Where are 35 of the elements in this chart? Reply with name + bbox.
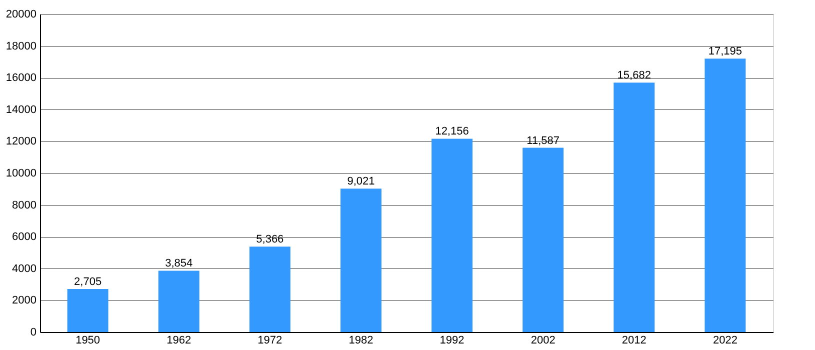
data-label: 9,021 [347,176,375,188]
bar [158,270,200,332]
data-label: 11,587 [526,134,560,147]
x-tick-label: 2022 [712,334,738,346]
data-label: 17,195 [708,46,742,58]
y-tick-label: 6000 [12,231,36,244]
data-label: 12,156 [435,126,469,138]
bar [249,246,290,332]
x-tick-label: 1992 [440,334,464,346]
y-tick-label: 10000 [6,168,36,180]
bar [340,188,382,332]
data-label: 5,366 [256,234,284,246]
x-tick-label: 1962 [166,334,192,346]
x-tick-label: 1950 [76,334,100,346]
y-tick-label: 12000 [6,136,36,148]
y-tick-label: 8000 [12,199,36,212]
data-label: 15,682 [617,70,651,82]
bar [614,82,655,332]
y-tick-label: 0 [30,326,36,338]
x-tick-label: 1972 [258,334,282,346]
y-tick-label: 14000 [6,104,36,116]
y-tick-label: 2000 [12,294,36,307]
bar [67,288,108,332]
y-tick-label: 18000 [6,40,36,52]
x-tick-label: 2002 [530,334,556,346]
x-tick-label: 1982 [348,334,374,346]
data-label: 3,854 [165,258,193,270]
bar [522,148,564,332]
bar [704,58,746,332]
x-tick-label: 2012 [622,334,646,346]
y-tick-label: 4000 [12,262,36,275]
data-label: 2,705 [74,276,102,288]
y-tick-label: 16000 [6,72,36,84]
bar [432,138,473,332]
y-tick-label: 20000 [6,8,36,20]
